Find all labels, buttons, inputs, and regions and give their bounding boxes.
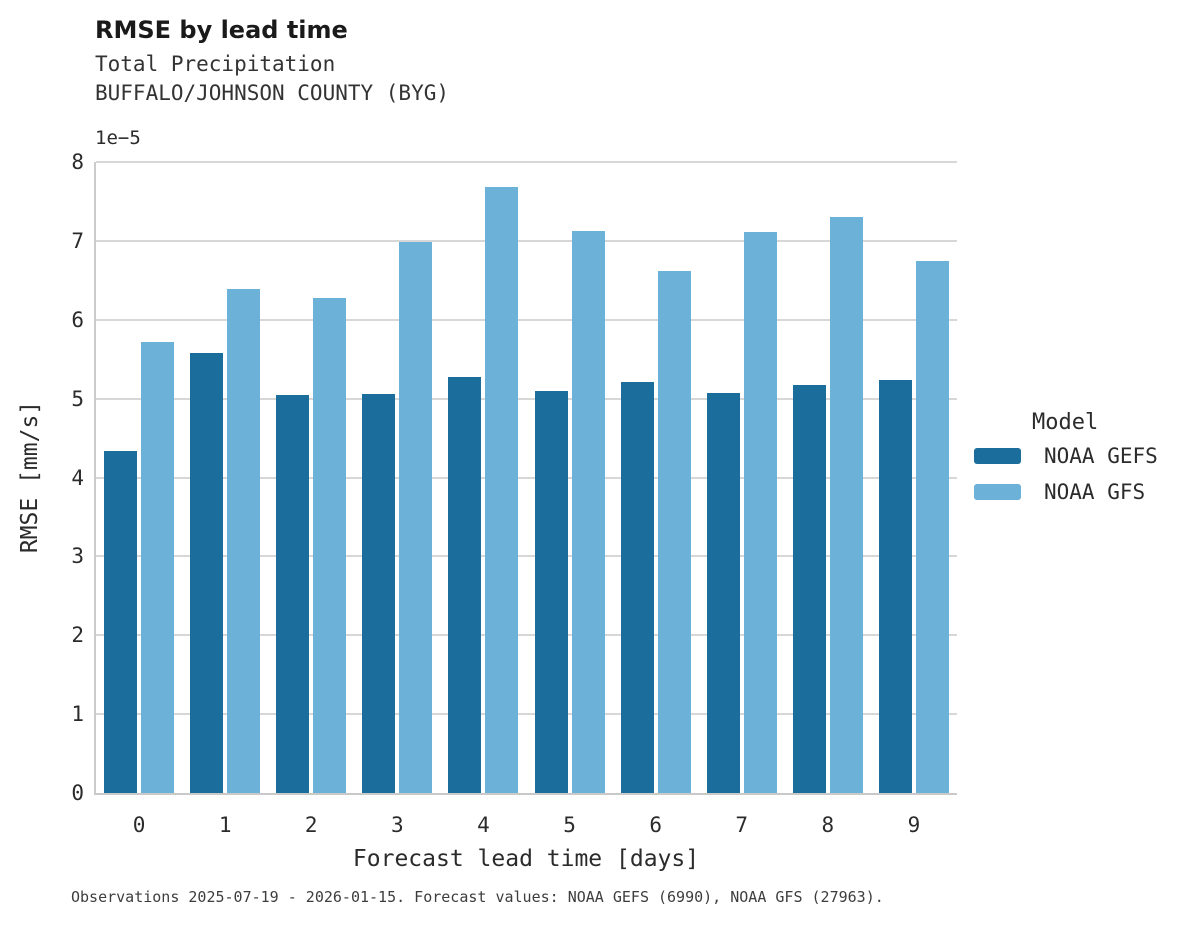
bar-group-day-1 [182, 162, 268, 793]
x-axis-spine [94, 793, 957, 795]
y-axis-spine [94, 162, 96, 793]
gridline-y-6 [96, 318, 957, 321]
chart-subtitle: Total Precipitation [95, 52, 336, 76]
bar-noaa-gefs-day-3 [362, 393, 396, 793]
bar-group-day-7 [699, 162, 785, 793]
bar-group-day-0 [96, 162, 182, 793]
bar-noaa-gfs-day-1 [227, 289, 261, 793]
y-tick-label-0: 0 [71, 781, 84, 805]
bar-group-day-4 [440, 162, 526, 793]
bar-group-day-5 [527, 162, 613, 793]
x-tick-label-3: 3 [391, 813, 404, 837]
bar-noaa-gfs-day-6 [657, 270, 691, 793]
bar-noaa-gfs-day-8 [829, 217, 863, 793]
bar-noaa-gefs-day-1 [190, 352, 224, 793]
gridline-y-3 [96, 555, 957, 558]
bar-group-day-6 [613, 162, 699, 793]
bar-group-day-3 [354, 162, 440, 793]
bar-noaa-gefs-day-0 [104, 451, 138, 793]
page-title: RMSE by lead time [95, 16, 348, 44]
gridline-y-7 [96, 239, 957, 242]
bar-noaa-gefs-day-4 [448, 376, 482, 793]
x-tick-label-8: 8 [821, 813, 835, 837]
gridline-y-2 [96, 634, 957, 637]
y-tick-label-7: 7 [71, 228, 84, 253]
bar-group-day-8 [785, 162, 871, 793]
legend-item-noaa-gfs: NOAA GFS [974, 480, 1189, 504]
x-tick-label-6: 6 [649, 813, 662, 837]
x-axis-label: Forecast lead time [days] [352, 846, 700, 872]
y-tick-label-2: 2 [71, 623, 84, 648]
y-tick-label-6: 6 [71, 307, 84, 332]
bar-noaa-gefs-day-7 [706, 393, 740, 793]
bar-group-day-2 [268, 162, 354, 793]
bar-noaa-gefs-day-5 [534, 390, 568, 793]
legend-label-noaa-gefs: NOAA GEFS [1044, 444, 1158, 468]
bar-noaa-gfs-day-7 [743, 232, 777, 793]
gridline-y-4 [96, 476, 957, 479]
x-tick-label-7: 7 [735, 813, 749, 837]
legend-swatch-noaa-gfs [974, 484, 1021, 500]
x-tick-label-4: 4 [477, 813, 490, 837]
y-tick-label-3: 3 [71, 544, 84, 569]
bar-noaa-gfs-day-4 [485, 187, 519, 793]
y-tick-label-8: 8 [71, 150, 84, 174]
bar-noaa-gefs-day-9 [878, 380, 912, 793]
gridline-y-8 [96, 161, 957, 163]
bar-noaa-gfs-day-0 [141, 341, 175, 793]
bar-noaa-gefs-day-6 [620, 382, 654, 793]
footer-caption: Observations 2025-07-19 - 2026-01-15. Fo… [71, 888, 884, 906]
legend: Model NOAA GEFS NOAA GFS [974, 410, 1189, 517]
bar-noaa-gefs-day-2 [276, 394, 310, 793]
y-tick-label-4: 4 [71, 465, 84, 490]
bar-noaa-gfs-day-5 [571, 231, 605, 793]
legend-item-noaa-gefs: NOAA GEFS [974, 444, 1189, 468]
x-tick-label-1: 1 [218, 813, 232, 837]
station-name: BUFFALO/JOHNSON COUNTY (BYG) [95, 81, 450, 105]
bar-noaa-gfs-day-3 [399, 242, 433, 793]
y-axis-offset-label: 1e−5 [95, 127, 141, 149]
bar-noaa-gefs-day-8 [792, 385, 826, 793]
legend-label-noaa-gfs: NOAA GFS [1044, 480, 1146, 504]
x-tick-label-0: 0 [132, 813, 146, 837]
x-tick-label-5: 5 [563, 813, 576, 837]
legend-swatch-noaa-gefs [974, 448, 1021, 464]
y-tick-label-1: 1 [71, 702, 84, 727]
bar-noaa-gfs-day-2 [313, 298, 347, 793]
bar-noaa-gfs-day-9 [915, 261, 949, 793]
x-tick-label-2: 2 [304, 813, 318, 837]
bar-group-day-9 [871, 162, 957, 793]
gridline-y-1 [96, 713, 957, 716]
plot-area [94, 161, 957, 795]
x-tick-label-9: 9 [907, 813, 921, 837]
gridline-y-5 [96, 397, 957, 400]
legend-title: Model [1032, 410, 1099, 435]
y-tick-label-5: 5 [71, 386, 84, 411]
